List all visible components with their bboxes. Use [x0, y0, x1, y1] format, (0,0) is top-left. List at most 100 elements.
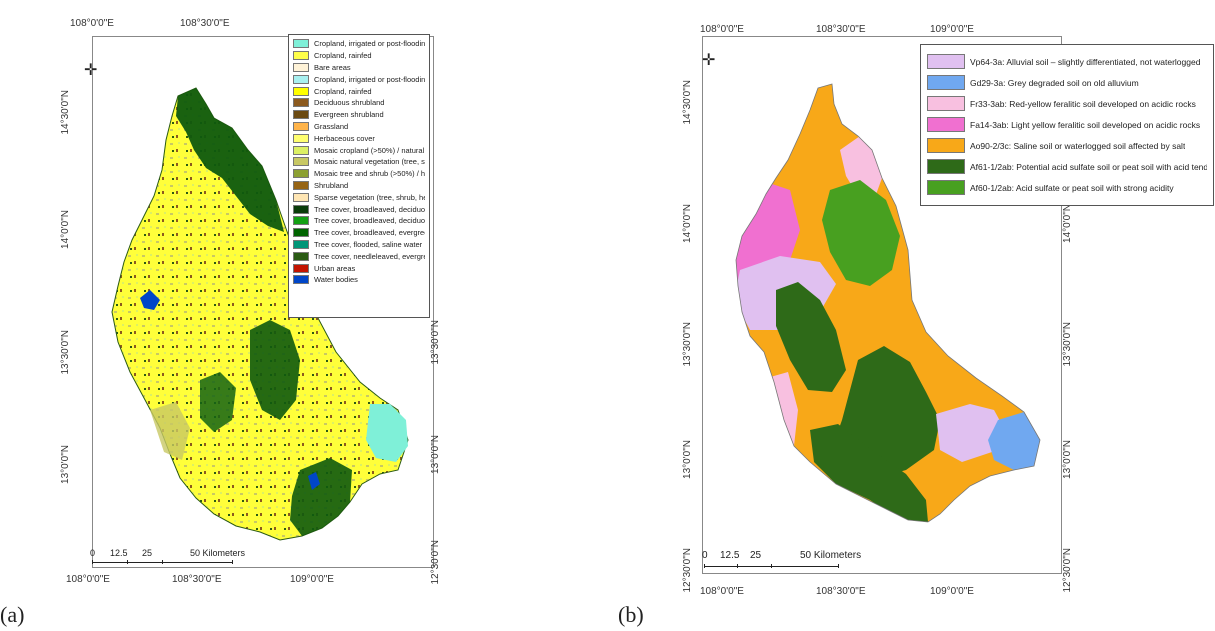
scale-tick	[232, 560, 233, 564]
legend-label: Mosaic natural vegetation (tree, shrub, …	[314, 157, 425, 167]
legend-swatch	[927, 117, 965, 132]
legend-label: Grassland	[314, 121, 349, 131]
legend-item: Tree cover, broadleaved, deciduous, clos…	[293, 215, 425, 227]
legend-item: Cropland, irrigated or post‑flooding	[293, 73, 425, 85]
panel-b-soil-map: 108°0'0"E 108°30'0"E 109°0'0"E 108°0'0"E…	[610, 0, 1215, 631]
scale-label: 50 Kilometers	[800, 550, 862, 561]
legend-swatch	[293, 98, 309, 108]
legend-swatch	[293, 86, 309, 96]
scale-tick	[92, 560, 93, 564]
legend-label: Herbaceous cover	[314, 133, 375, 143]
soil-legend: Vp64-3a: Alluvial soil – slightly differ…	[920, 44, 1214, 206]
legend-item: Herbaceous cover	[293, 132, 425, 144]
legend-label: Fr33-3ab: Red-yellow feralitic soil deve…	[970, 98, 1196, 109]
forest-zone	[250, 320, 300, 420]
legend-swatch	[293, 216, 309, 226]
scale-label: 12.5	[720, 550, 740, 561]
legend-swatch	[293, 62, 309, 72]
panel-a-land-cover-map: 108°0'0"E 108°30'0"E 108°0'0"E 108°30'0"…	[0, 18, 441, 627]
legend-label: Deciduous shrubland	[314, 98, 385, 108]
legend-swatch	[293, 133, 309, 143]
legend-label: Evergreen shrubland	[314, 110, 384, 120]
bottom-tick: 108°30'0"E	[816, 586, 866, 597]
potential-acid-sulfate-area	[776, 282, 846, 392]
scale-tick	[737, 564, 738, 568]
irrigated-zone	[366, 404, 408, 462]
legend-label: Mosaic cropland (>50%) / natural vegetat…	[314, 145, 425, 155]
legend-item: Mosaic natural vegetation (tree, shrub, …	[293, 156, 425, 168]
legend-swatch	[927, 75, 965, 90]
legend-swatch	[927, 138, 965, 153]
water-body	[140, 290, 160, 310]
scale-label: 12.5	[110, 548, 128, 558]
legend-item: Ao90-2/3c: Saline soil or waterlogged so…	[927, 135, 1207, 156]
scale-tick	[771, 564, 772, 568]
scale-tick	[838, 564, 839, 568]
legend-swatch	[293, 39, 309, 49]
top-tick: 108°30'0"E	[180, 18, 230, 29]
legend-item: Cropland, rainfed	[293, 85, 425, 97]
legend-swatch	[293, 145, 309, 155]
legend-swatch	[927, 54, 965, 69]
mosaic-zone	[150, 402, 190, 460]
water-body	[308, 472, 320, 490]
top-tick: 108°0'0"E	[700, 24, 744, 35]
grey-degraded-area	[988, 412, 1040, 470]
legend-swatch	[293, 204, 309, 214]
legend-swatch	[293, 263, 309, 273]
potential-acid-sulfate-area	[810, 424, 928, 522]
legend-swatch	[293, 74, 309, 84]
legend-label: Cropland, irrigated or post‑flooding	[314, 39, 425, 49]
legend-item: Mosaic cropland (>50%) / natural vegetat…	[293, 144, 425, 156]
legend-label: Cropland, rainfed	[314, 86, 372, 96]
legend-swatch	[293, 251, 309, 261]
bottom-tick: 109°0'0"E	[290, 574, 334, 585]
legend-item: Evergreen shrubland	[293, 109, 425, 121]
scale-label: 25	[750, 550, 762, 561]
legend-item: Tree cover, flooded, saline water	[293, 239, 425, 251]
scale-label: 25	[142, 548, 153, 558]
land-cover-map	[111, 87, 409, 541]
scale-bar: 0 12.5 25 50 Kilometers	[90, 548, 245, 572]
basin-outline	[735, 83, 1041, 523]
legend-label: Cropland, rainfed	[314, 51, 372, 61]
legend-item: Shrubland	[293, 180, 425, 192]
top-tick: 108°30'0"E	[816, 24, 866, 35]
north-arrow-icon: ✛	[84, 62, 98, 79]
legend-item: Tree cover, needleleaved, evergreen, clo…	[293, 250, 425, 262]
legend-swatch	[293, 228, 309, 238]
legend-item: Cropland, rainfed	[293, 50, 425, 62]
bottom-tick: 108°0'0"E	[66, 574, 110, 585]
scale-tick	[162, 560, 163, 564]
legend-label: Gd29-3a: Grey degraded soil on old alluv…	[970, 77, 1139, 88]
legend-label: Vp64-3a: Alluvial soil – slightly differ…	[970, 56, 1201, 67]
legend-label: Tree cover, broadleaved, evergreen, clos…	[314, 228, 425, 238]
legend-item: Bare areas	[293, 62, 425, 74]
legend-swatch	[293, 121, 309, 131]
legend-label: Af60-1/2ab: Acid sulfate or peat soil wi…	[970, 182, 1174, 193]
forest-zone	[176, 88, 284, 232]
legend-item: Tree cover, broadleaved, evergreen, clos…	[293, 227, 425, 239]
legend-swatch	[927, 159, 965, 174]
scale-label: 0	[702, 550, 708, 561]
legend-item: Vp64-3a: Alluvial soil – slightly differ…	[927, 51, 1207, 72]
land-cover-legend: Cropland, irrigated or post‑flooding Crop…	[288, 34, 430, 318]
legend-label: Water bodies	[314, 275, 358, 285]
acid-sulfate-light-area	[822, 180, 900, 286]
top-tick: 108°0'0"E	[70, 18, 114, 29]
legend-item: Fa14-3ab: Light yellow feralitic soil de…	[927, 114, 1207, 135]
legend-swatch	[293, 180, 309, 190]
legend-label: Bare areas	[314, 62, 351, 72]
forest-zone	[200, 372, 236, 432]
legend-item: Grassland	[293, 121, 425, 133]
legend-item: Mosaic tree and shrub (>50%) / herbaceou…	[293, 168, 425, 180]
legend-label: Cropland, irrigated or post‑flooding	[314, 74, 425, 84]
legend-item: Fr33-3ab: Red-yellow feralitic soil deve…	[927, 93, 1207, 114]
legend-swatch	[293, 51, 309, 61]
legend-label: Fa14-3ab: Light yellow feralitic soil de…	[970, 119, 1201, 130]
legend-label: Tree cover, needleleaved, evergreen, clo…	[314, 251, 425, 261]
top-tick: 109°0'0"E	[930, 24, 974, 35]
legend-label: Ao90-2/3c: Saline soil or waterlogged so…	[970, 140, 1186, 151]
legend-item: Af60-1/2ab: Acid sulfate or peat soil wi…	[927, 177, 1207, 198]
legend-swatch	[927, 180, 965, 195]
